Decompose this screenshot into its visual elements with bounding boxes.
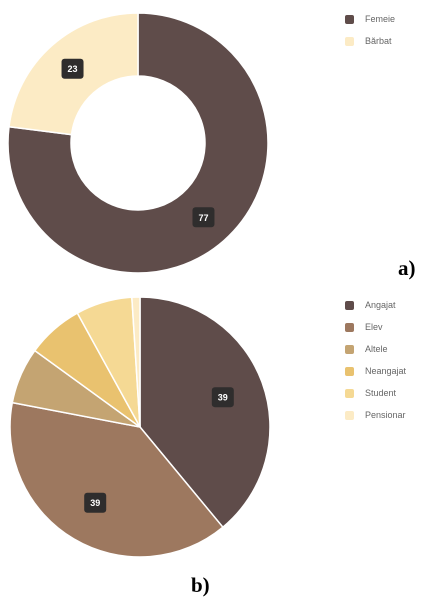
legend-label: Student bbox=[365, 388, 397, 398]
legend-b: Angajat Elev Altele Neangajat Student Pension… bbox=[345, 294, 406, 426]
legend-item-femeie: Femeie bbox=[345, 8, 395, 30]
pie-chart: 39 39 bbox=[9, 296, 271, 558]
chart-a: 77 23 Femeie Bărbat a) bbox=[0, 0, 425, 290]
chart-b: 39 39 Angajat Elev Altele Neangajat Student Pe… bbox=[0, 290, 425, 599]
legend-label: Pensionar bbox=[365, 410, 406, 420]
panel-label-b: b) bbox=[191, 573, 210, 597]
legend-label: Femeie bbox=[365, 14, 396, 24]
donut-chart: 77 23 bbox=[7, 12, 269, 274]
legend-item-barbat: Bărbat bbox=[345, 30, 395, 52]
data-label-femeie: 77 bbox=[192, 207, 215, 228]
legend-swatch bbox=[345, 410, 354, 420]
panel-label-a: a) bbox=[398, 256, 416, 280]
data-label-barbat: 23 bbox=[61, 58, 84, 79]
legend-swatch bbox=[345, 366, 354, 376]
legend-item-altele: Altele bbox=[345, 338, 406, 360]
legend-item-student: Student bbox=[345, 382, 406, 404]
svg-text:39: 39 bbox=[218, 393, 228, 403]
legend-item-elev: Elev bbox=[345, 316, 406, 338]
legend-swatch bbox=[345, 344, 354, 354]
slice-angajat bbox=[139, 296, 271, 529]
legend-label: Angajat bbox=[365, 300, 396, 310]
slice-pensionar bbox=[131, 296, 141, 428]
data-label-elev: 39 bbox=[84, 492, 107, 513]
legend-label: Bărbat bbox=[365, 36, 392, 46]
legend-item-neangajat: Neangajat bbox=[345, 360, 406, 382]
legend-swatch bbox=[345, 14, 354, 24]
legend-a: Femeie Bărbat bbox=[345, 8, 395, 52]
svg-text:23: 23 bbox=[68, 64, 78, 74]
slice-elev bbox=[9, 401, 224, 558]
legend-label: Altele bbox=[365, 344, 388, 354]
legend-swatch bbox=[345, 322, 354, 332]
legend-item-pensionar: Pensionar bbox=[345, 404, 406, 426]
svg-text:39: 39 bbox=[90, 498, 100, 508]
legend-swatch bbox=[345, 300, 354, 310]
legend-item-angajat: Angajat bbox=[345, 294, 406, 316]
legend-swatch bbox=[345, 388, 354, 398]
legend-label: Elev bbox=[365, 322, 383, 332]
legend-swatch bbox=[345, 36, 354, 46]
legend-label: Neangajat bbox=[365, 366, 407, 376]
data-label-angajat: 39 bbox=[211, 387, 234, 408]
svg-text:77: 77 bbox=[198, 213, 208, 223]
